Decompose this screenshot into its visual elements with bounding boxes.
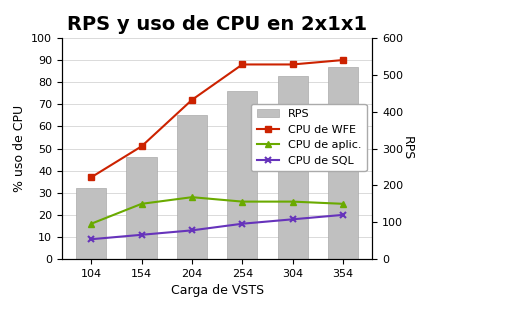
- Bar: [328, 67, 358, 259]
- Title: RPS y uso de CPU en 2x1x1: RPS y uso de CPU en 2x1x1: [67, 15, 367, 33]
- Y-axis label: % uso de CPU: % uso de CPU: [13, 105, 26, 192]
- Y-axis label: RPS: RPS: [401, 137, 414, 161]
- Bar: [76, 188, 107, 259]
- Bar: [177, 115, 207, 259]
- X-axis label: Carga de VSTS: Carga de VSTS: [171, 284, 264, 297]
- Bar: [227, 91, 257, 259]
- Bar: [278, 76, 308, 259]
- Bar: [127, 157, 157, 259]
- Legend: RPS, CPU de WFE, CPU de aplic., CPU de SQL: RPS, CPU de WFE, CPU de aplic., CPU de S…: [251, 104, 367, 171]
